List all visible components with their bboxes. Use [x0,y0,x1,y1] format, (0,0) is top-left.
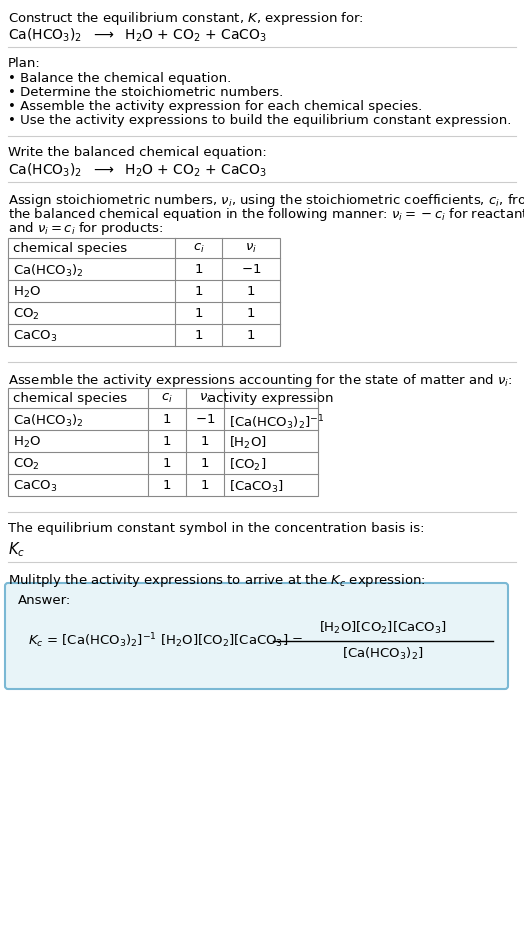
Text: Ca(HCO$_3$)$_2$: Ca(HCO$_3$)$_2$ [13,413,84,429]
Text: • Use the activity expressions to build the equilibrium constant expression.: • Use the activity expressions to build … [8,114,511,127]
Text: 1: 1 [163,457,171,470]
Text: $K_c$ = [Ca(HCO$_3$)$_2$]$^{-1}$ [H$_2$O][CO$_2$][CaCO$_3$] =: $K_c$ = [Ca(HCO$_3$)$_2$]$^{-1}$ [H$_2$O… [28,632,304,650]
Text: The equilibrium constant symbol in the concentration basis is:: The equilibrium constant symbol in the c… [8,522,424,535]
Text: 1: 1 [247,307,255,320]
Text: Answer:: Answer: [18,594,71,607]
Text: activity expression: activity expression [208,392,334,405]
Text: [Ca(HCO$_3$)$_2$]: [Ca(HCO$_3$)$_2$] [342,646,424,662]
Text: 1: 1 [163,479,171,492]
Text: Construct the equilibrium constant, $K$, expression for:: Construct the equilibrium constant, $K$,… [8,10,364,27]
Text: Assemble the activity expressions accounting for the state of matter and $\nu_i$: Assemble the activity expressions accoun… [8,372,512,389]
Text: [H$_2$O][CO$_2$][CaCO$_3$]: [H$_2$O][CO$_2$][CaCO$_3$] [319,620,447,636]
Text: 1: 1 [194,329,203,342]
Text: CO$_2$: CO$_2$ [13,457,40,472]
Text: 1: 1 [247,285,255,298]
Text: and $\nu_i = c_i$ for products:: and $\nu_i = c_i$ for products: [8,220,163,237]
Text: $-1$: $-1$ [241,263,261,276]
Bar [8,238,280,346]
Text: CO$_2$: CO$_2$ [13,307,40,322]
Text: $\nu_i$: $\nu_i$ [245,242,257,255]
Text: 1: 1 [201,457,209,470]
Text: H$_2$O: H$_2$O [13,285,41,300]
Text: Mulitply the activity expressions to arrive at the $K_c$ expression:: Mulitply the activity expressions to arr… [8,572,426,589]
Text: Ca(HCO$_3$)$_2$: Ca(HCO$_3$)$_2$ [13,263,84,279]
Text: CaCO$_3$: CaCO$_3$ [13,329,57,344]
Text: H$_2$O: H$_2$O [13,435,41,450]
Text: 1: 1 [194,285,203,298]
Text: 1: 1 [163,413,171,426]
Text: chemical species: chemical species [13,242,127,255]
Text: chemical species: chemical species [13,392,127,405]
Bar [8,388,318,496]
Text: $\nu_i$: $\nu_i$ [199,392,211,405]
Text: 1: 1 [194,307,203,320]
Text: the balanced chemical equation in the following manner: $\nu_i = -c_i$ for react: the balanced chemical equation in the fo… [8,206,524,223]
Text: • Determine the stoichiometric numbers.: • Determine the stoichiometric numbers. [8,86,283,99]
Text: [H$_2$O]: [H$_2$O] [229,435,267,451]
Text: Assign stoichiometric numbers, $\nu_i$, using the stoichiometric coefficients, $: Assign stoichiometric numbers, $\nu_i$, … [8,192,524,209]
Text: 1: 1 [163,435,171,448]
FancyBboxPatch shape [5,583,508,689]
Text: $c_i$: $c_i$ [161,392,173,405]
Text: $c_i$: $c_i$ [193,242,204,255]
Text: [CaCO$_3$]: [CaCO$_3$] [229,479,283,495]
Text: Ca(HCO$_3$)$_2$  $\longrightarrow$  H$_2$O + CO$_2$ + CaCO$_3$: Ca(HCO$_3$)$_2$ $\longrightarrow$ H$_2$O… [8,162,267,179]
Text: [CO$_2$]: [CO$_2$] [229,457,266,474]
Text: Ca(HCO$_3$)$_2$  $\longrightarrow$  H$_2$O + CO$_2$ + CaCO$_3$: Ca(HCO$_3$)$_2$ $\longrightarrow$ H$_2$O… [8,27,267,45]
Text: [Ca(HCO$_3$)$_2$]$^{-1}$: [Ca(HCO$_3$)$_2$]$^{-1}$ [229,413,324,432]
Text: • Balance the chemical equation.: • Balance the chemical equation. [8,72,231,85]
Text: 1: 1 [247,329,255,342]
Text: Plan:: Plan: [8,57,41,70]
Text: 1: 1 [201,435,209,448]
Text: Write the balanced chemical equation:: Write the balanced chemical equation: [8,146,267,159]
Text: 1: 1 [201,479,209,492]
Text: 1: 1 [194,263,203,276]
Text: CaCO$_3$: CaCO$_3$ [13,479,57,494]
Text: • Assemble the activity expression for each chemical species.: • Assemble the activity expression for e… [8,100,422,113]
Text: $-1$: $-1$ [195,413,215,426]
Text: $K_c$: $K_c$ [8,540,25,559]
